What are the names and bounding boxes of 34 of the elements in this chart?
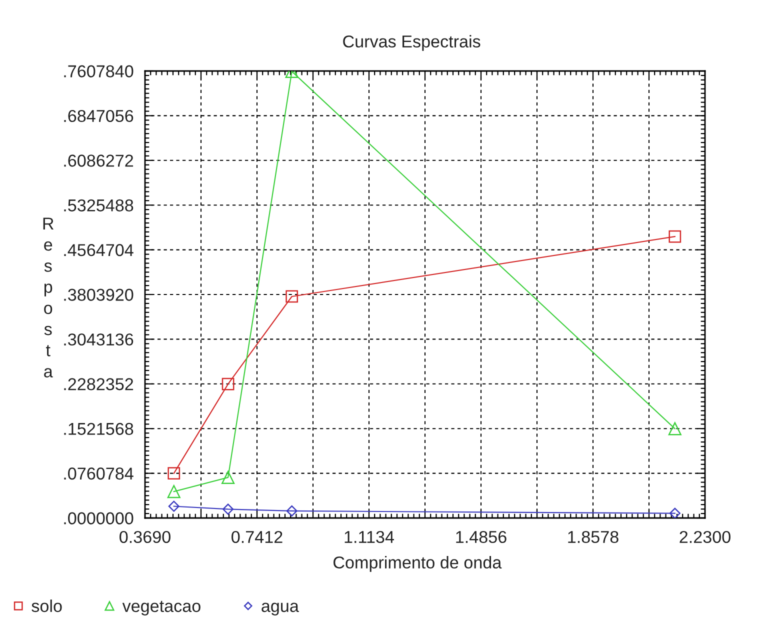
point bbox=[168, 500, 180, 512]
y-axis-title: Resposta bbox=[43, 218, 54, 378]
point bbox=[222, 378, 234, 390]
y-tick-label: .6086272 bbox=[64, 154, 134, 167]
point bbox=[222, 504, 234, 515]
point bbox=[286, 290, 298, 303]
y-tick-label: .3803920 bbox=[64, 288, 134, 301]
legend-label: vegetacao bbox=[122, 600, 200, 616]
legend-label: solo bbox=[32, 600, 62, 612]
point bbox=[167, 485, 180, 498]
y-tick-label: .0000000 bbox=[64, 512, 134, 524]
y-tick-label: .5325488 bbox=[64, 199, 134, 212]
y-tick-label: .2282352 bbox=[64, 378, 134, 390]
point bbox=[669, 508, 680, 518]
x-tick-label: 2.2300 bbox=[680, 530, 730, 544]
x-tick-label: 0.7412 bbox=[232, 530, 282, 544]
y-tick-label: .6847056 bbox=[64, 110, 134, 122]
point bbox=[222, 470, 235, 484]
chart-title: Curvas Espectrais bbox=[343, 35, 480, 51]
y-tick-label: .0760784 bbox=[64, 468, 134, 480]
y-tick-label: .7607840 bbox=[64, 65, 134, 78]
y-tick-label: .3043136 bbox=[64, 333, 134, 346]
x-tick-label: 0.3690 bbox=[120, 530, 170, 544]
legend-label: agua bbox=[262, 602, 299, 616]
x-tick-label: 1.4856 bbox=[456, 530, 506, 544]
x-axis-title: Comprimento de onda bbox=[334, 556, 502, 572]
x-tick-label: 1.1134 bbox=[344, 530, 394, 544]
x-tick-label: 1.8578 bbox=[568, 530, 618, 544]
point bbox=[168, 467, 180, 480]
point bbox=[668, 422, 682, 436]
y-tick-label: .1521568 bbox=[64, 422, 134, 435]
point bbox=[286, 505, 298, 516]
y-tick-label: .4564704 bbox=[64, 244, 134, 256]
point bbox=[668, 230, 682, 243]
